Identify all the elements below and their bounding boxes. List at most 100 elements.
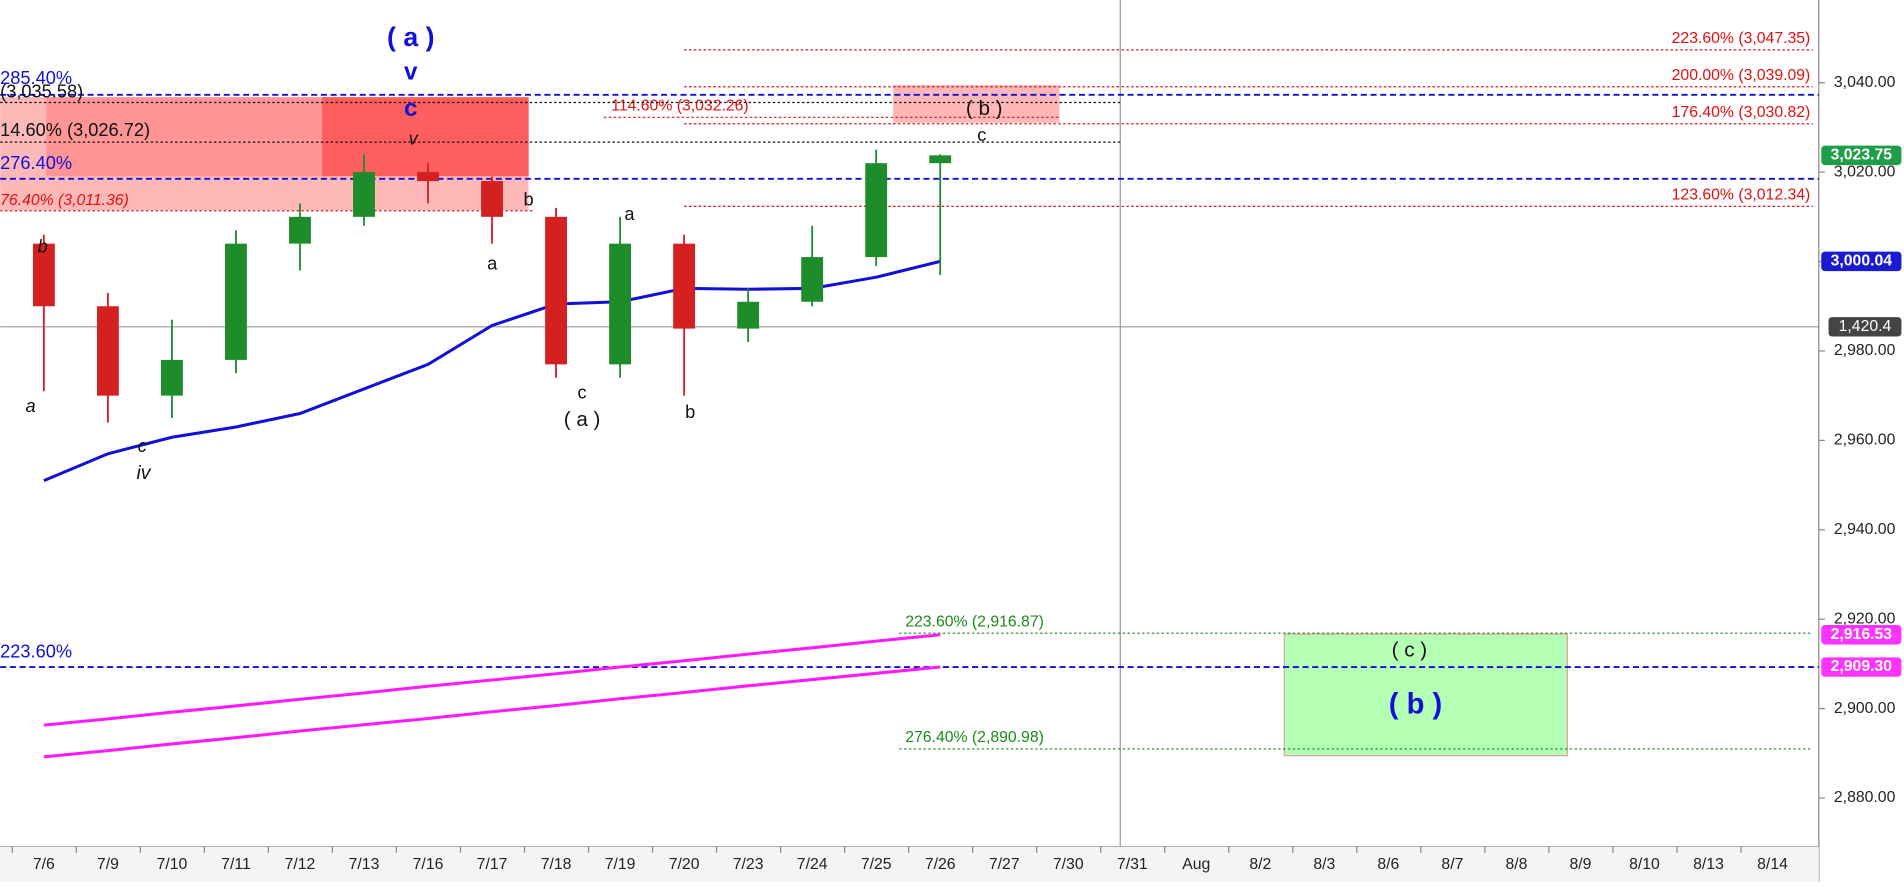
target-box	[1283, 633, 1568, 757]
indicator-line	[43, 633, 941, 727]
level-label: 14.60% (3,026.72)	[0, 120, 150, 140]
level-label: 223.60% (2,916.87)	[905, 613, 1044, 630]
x-tick-label: 8/9	[1569, 856, 1591, 873]
price-tag-label: 2,909.30	[1831, 658, 1893, 675]
x-tick-label: 8/6	[1377, 856, 1399, 873]
level-label: 114.60% (3,032.26)	[611, 98, 748, 115]
x-tick-label: 7/12	[285, 856, 316, 873]
wave-label: ( a )	[564, 408, 601, 431]
crosshair-label: 1,420.4	[1839, 318, 1892, 335]
candle-body	[609, 243, 632, 365]
candle-body	[160, 359, 183, 396]
x-tick-label: 8/10	[1629, 856, 1660, 873]
wave-label: b	[685, 402, 695, 422]
candle-body	[865, 163, 888, 258]
candle-body	[417, 172, 439, 182]
x-tick-label: 7/10	[157, 856, 188, 873]
price-tag	[1821, 624, 1902, 645]
wave-label: a	[624, 204, 635, 224]
price-tag-label: 3,000.04	[1831, 253, 1893, 270]
wave-label: b	[524, 189, 534, 209]
y-tick-label: 2,940.00	[1834, 521, 1896, 538]
candle-body	[737, 301, 760, 329]
x-tick-label: 8/13	[1693, 856, 1724, 873]
x-tick-label: 7/23	[733, 856, 764, 873]
wave-label: c	[138, 436, 147, 456]
level-label: 223.60%	[0, 641, 72, 661]
crosshair-tag	[1828, 317, 1902, 337]
price-tag-label: 3,023.75	[1831, 147, 1893, 164]
wave-label: iv	[136, 462, 151, 484]
candle-body	[801, 257, 824, 302]
level-label: 223.60% (3,047.35)	[1672, 30, 1811, 47]
level-label: 276.40% (2,890.98)	[905, 729, 1044, 746]
level-label: 176.40% (3,030.82)	[1672, 104, 1811, 121]
x-tick-label: 7/9	[97, 856, 119, 873]
candle-body	[353, 172, 375, 217]
candle-body	[673, 243, 696, 329]
x-tick-label: 7/18	[541, 856, 572, 873]
wave-label: c	[578, 382, 587, 402]
level-label: (3,035.58)	[0, 82, 83, 102]
y-tick-label: 3,040.00	[1834, 74, 1896, 91]
price-tag	[1821, 657, 1902, 677]
price-tag-label: 2,916.53	[1831, 626, 1893, 643]
wave-label: a	[25, 396, 35, 416]
price-tag	[1821, 145, 1902, 166]
x-tick-label: 7/19	[605, 856, 636, 873]
y-tick-label: 2,880.00	[1834, 789, 1896, 806]
wave-label: ( b )	[966, 97, 1003, 120]
price-tag	[1821, 251, 1902, 272]
wave-label: a	[487, 254, 498, 274]
candle-body	[929, 155, 952, 164]
x-tick-label: 7/31	[1117, 856, 1148, 873]
x-tick-label: 7/6	[33, 856, 55, 873]
x-tick-label: 8/14	[1757, 856, 1788, 873]
wave-label: c	[404, 95, 418, 122]
y-tick-label: 3,020.00	[1834, 163, 1896, 180]
level-label: 285.40%	[0, 68, 72, 88]
wave-label: ( a )	[387, 22, 435, 52]
candle-body	[289, 216, 311, 244]
x-tick-label: 8/8	[1505, 856, 1527, 873]
x-tick-label: 8/7	[1441, 856, 1463, 873]
level-label: 123.60% (3,012.34)	[1672, 187, 1811, 204]
x-tick-label: 7/13	[349, 856, 380, 873]
level-label: 76.40% (3,011.36)	[0, 192, 129, 209]
x-tick-label: 7/30	[1053, 856, 1084, 873]
y-tick-label: 2,900.00	[1834, 700, 1896, 717]
zone-box	[893, 85, 1060, 123]
candle-body	[481, 181, 503, 217]
x-tick-label: 7/16	[413, 856, 444, 873]
x-tick-label: 7/27	[989, 856, 1020, 873]
x-tick-label: 7/26	[925, 856, 956, 873]
y-tick-label: 2,980.00	[1834, 342, 1896, 359]
x-tick-label: 7/25	[861, 856, 892, 873]
indicator-line	[43, 665, 941, 759]
x-tick-label: 8/2	[1249, 856, 1271, 873]
wave-label: v	[404, 58, 418, 85]
y-tick-label: 2,960.00	[1834, 432, 1896, 449]
zone-box	[322, 97, 529, 177]
x-tick-label: Aug	[1182, 856, 1210, 873]
x-tick-label: 7/24	[797, 856, 828, 873]
wave-label: v	[409, 129, 419, 149]
candle-body	[32, 243, 55, 307]
x-tick-label: 7/20	[669, 856, 700, 873]
x-tick-label: 7/11	[221, 856, 251, 873]
x-tick-label: 7/17	[477, 856, 508, 873]
wave-label: ( b )	[1389, 689, 1442, 721]
wave-label: b	[38, 237, 48, 257]
level-label: 276.40%	[0, 153, 72, 173]
x-tick-label: 8/3	[1313, 856, 1335, 873]
candle-body	[96, 306, 119, 396]
x-axis-band	[0, 846, 1819, 882]
wave-label: ( c )	[1392, 639, 1428, 662]
candle-body	[545, 216, 568, 365]
level-label: 200.00% (3,039.09)	[1672, 67, 1811, 84]
y-tick-label: 2,920.00	[1834, 610, 1896, 627]
wave-label: c	[977, 125, 986, 145]
candle-body	[225, 243, 247, 360]
indicator-line	[43, 259, 941, 483]
